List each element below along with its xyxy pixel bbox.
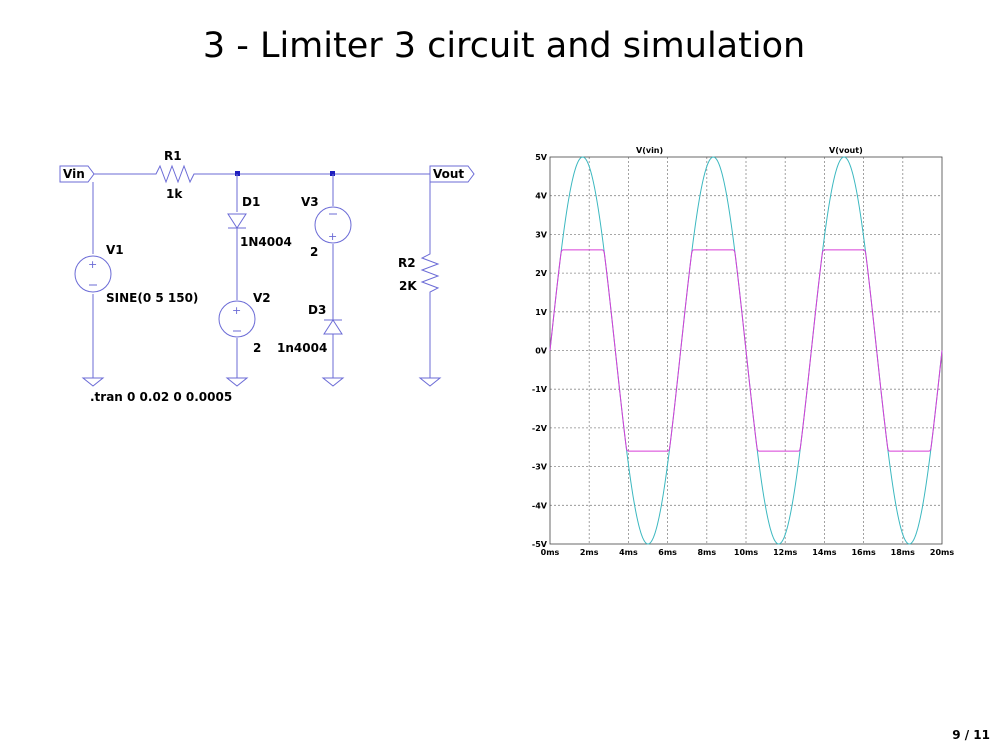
- y-tick-label: -4V: [532, 501, 548, 510]
- x-tick-label: 12ms: [773, 548, 797, 557]
- v3-source: [314, 206, 352, 244]
- y-tick-label: 2V: [535, 269, 548, 278]
- d1-model: 1N4004: [240, 235, 292, 249]
- x-tick-label: 20ms: [930, 548, 954, 557]
- vout-port-label: Vout: [433, 167, 464, 181]
- v1-source: [74, 255, 112, 293]
- y-tick-label: -1V: [532, 385, 548, 394]
- vout-port: [429, 165, 475, 183]
- v1-plus: +: [88, 258, 97, 271]
- d1-name: D1: [242, 195, 260, 209]
- d3-name: D3: [308, 303, 326, 317]
- y-tick-label: -3V: [532, 463, 548, 472]
- plot-grid: [550, 157, 942, 544]
- ground-v3: [321, 377, 345, 387]
- x-tick-label: 18ms: [891, 548, 915, 557]
- r2-resistor: [420, 250, 440, 294]
- r1-value: 1k: [166, 187, 183, 201]
- ground-v2: [225, 377, 249, 387]
- x-tick-label: 4ms: [619, 548, 638, 557]
- v2-source: [218, 300, 256, 338]
- d3-model: 1n4004: [277, 341, 327, 355]
- y-tick-label: 3V: [535, 230, 548, 239]
- x-tick-label: 2ms: [580, 548, 599, 557]
- v1-name: V1: [106, 243, 124, 257]
- r1-name: R1: [164, 149, 182, 163]
- v2-value: 2: [253, 341, 261, 355]
- x-tick-label: 8ms: [697, 548, 716, 557]
- v3-name: V3: [301, 195, 319, 209]
- x-tick-label: 16ms: [851, 548, 875, 557]
- spice-directive: .tran 0 0.02 0 0.0005: [90, 390, 232, 404]
- x-tick-label: 6ms: [658, 548, 677, 557]
- trace-vin: [549, 156, 943, 545]
- vin-port-label: Vin: [63, 167, 85, 181]
- x-tick-label: 0ms: [541, 548, 560, 557]
- legend-vin: V(vin): [636, 146, 663, 155]
- x-tick-label: 14ms: [812, 548, 836, 557]
- node-v3: [330, 171, 335, 176]
- y-tick-label: -2V: [532, 424, 548, 433]
- v2-plus: +: [232, 304, 241, 317]
- y-tick-label: 1V: [535, 308, 548, 317]
- trace-vout: [549, 249, 943, 452]
- y-tick-label: 0V: [535, 347, 548, 356]
- r2-name: R2: [398, 256, 416, 270]
- v2-name: V2: [253, 291, 271, 305]
- r2-value: 2K: [399, 279, 417, 293]
- circuit-schematic: Vin R1 1k Vout + V1 SINE(0 5 150) D1 1N4…: [59, 149, 475, 404]
- ground-r2: [418, 377, 442, 387]
- vin-port: [59, 165, 95, 183]
- node-d1: [235, 171, 240, 176]
- slide-title: 3 - Limiter 3 circuit and simulation: [202, 26, 806, 66]
- y-tick-label: 4V: [535, 192, 548, 201]
- y-tick-label: 5V: [535, 153, 548, 162]
- plot-ticks: 0ms 2ms 4ms 6ms 8ms 10ms 12ms 14ms 16ms 18ms 20ms 5…: [532, 153, 954, 557]
- d3-diode: [323, 319, 343, 335]
- v3-plus: +: [328, 230, 337, 243]
- r1-resistor: [150, 164, 200, 184]
- ground-v1: [81, 377, 105, 387]
- v3-value: 2: [310, 245, 318, 259]
- y-tick-label: -5V: [532, 540, 548, 549]
- x-tick-label: 10ms: [734, 548, 758, 557]
- v1-value: SINE(0 5 150): [106, 291, 198, 305]
- d1-diode: [227, 213, 247, 229]
- legend-vout: V(vout): [829, 146, 863, 155]
- page-number: 9 / 11: [952, 728, 990, 742]
- plot-frame: [549, 156, 943, 545]
